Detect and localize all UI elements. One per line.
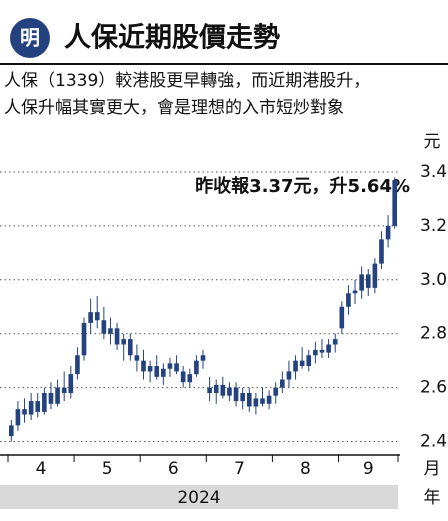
candle-body (8, 425, 14, 437)
y-tick-label: 3.4 (420, 162, 447, 182)
candle-body (273, 387, 279, 396)
candle-body (101, 320, 107, 334)
candle-body (75, 355, 80, 375)
candle-body (121, 339, 126, 345)
x-tick-label: 7 (234, 459, 245, 479)
candle-body (108, 328, 113, 334)
candle-body (48, 393, 54, 404)
x-tick-label: 6 (168, 459, 179, 479)
candle-body (200, 355, 206, 361)
candle-body (352, 290, 358, 294)
y-tick-label: 3.0 (420, 270, 447, 290)
candle-body (306, 355, 312, 367)
candle-body (332, 339, 338, 345)
y-unit: 元 (424, 132, 441, 152)
candle-body (379, 239, 384, 264)
candle-body (213, 384, 219, 394)
logo: 明 (20, 26, 40, 50)
candle-body (154, 366, 160, 377)
candle-body (346, 293, 351, 307)
y-tick-label: 2.6 (420, 378, 447, 398)
subtitle-line: 人保（1339）較港股更早轉強，而近期港股升， (4, 71, 370, 91)
y-tick-label: 2.8 (420, 324, 447, 344)
candle-body (68, 374, 74, 394)
candle-body (161, 368, 166, 377)
candle-body (240, 393, 245, 402)
candle-body (207, 387, 212, 394)
candle-body (187, 374, 193, 383)
year-band (0, 485, 398, 509)
candle-body (147, 366, 153, 372)
candle-body (326, 344, 331, 353)
candle-body (293, 360, 298, 372)
candle-body (365, 274, 371, 288)
candle-body (260, 398, 265, 404)
candle-body (141, 360, 146, 372)
candle-body (286, 371, 292, 380)
candle-body (94, 312, 100, 321)
candle-body (233, 387, 239, 402)
candle-body (15, 409, 21, 426)
logo-badge (10, 18, 50, 58)
candle-body (88, 312, 93, 323)
candle-body (385, 225, 391, 240)
candle-body (339, 306, 345, 329)
candle-body (359, 274, 364, 291)
x-unit: 月 (424, 459, 441, 479)
candle-body (127, 339, 133, 356)
subtitle-line: 人保升幅其實更大，會是理想的入市短炒對象 (4, 98, 344, 118)
candle-body (280, 379, 285, 388)
candle-body (194, 360, 199, 375)
candle-body (299, 360, 305, 367)
candle-body (22, 409, 27, 415)
annotation: 昨收報3.37元，升5.64% (195, 175, 410, 197)
year-unit: 年 (424, 488, 441, 508)
candle-body (35, 401, 41, 412)
x-tick-label: 5 (102, 459, 113, 479)
candle-body (220, 384, 226, 396)
candle-body (167, 363, 173, 369)
candle-body (81, 322, 87, 356)
candle-body (372, 263, 378, 288)
x-tick-label: 4 (36, 459, 47, 479)
candle-body (319, 349, 325, 353)
candle-body (392, 180, 398, 226)
x-tick-label: 8 (300, 459, 311, 479)
chart-title: 人保近期股價走勢 (64, 23, 280, 54)
candle-body (134, 355, 140, 361)
y-tick-label: 3.2 (420, 216, 447, 236)
y-tick-label: 2.4 (420, 432, 447, 452)
candle-body (313, 349, 318, 356)
candle-body (266, 395, 272, 404)
candle-body (28, 401, 34, 415)
candle-body (61, 387, 67, 394)
x-tick-label: 9 (363, 459, 374, 479)
candle-body (174, 363, 179, 372)
candle-body (227, 387, 232, 396)
candle-body (42, 393, 47, 412)
candle-body (55, 387, 60, 404)
year-label: 2024 (177, 488, 220, 508)
candle-body (180, 371, 186, 383)
candle-body (246, 393, 252, 407)
candle-body (114, 328, 120, 345)
candle-body (253, 398, 259, 407)
